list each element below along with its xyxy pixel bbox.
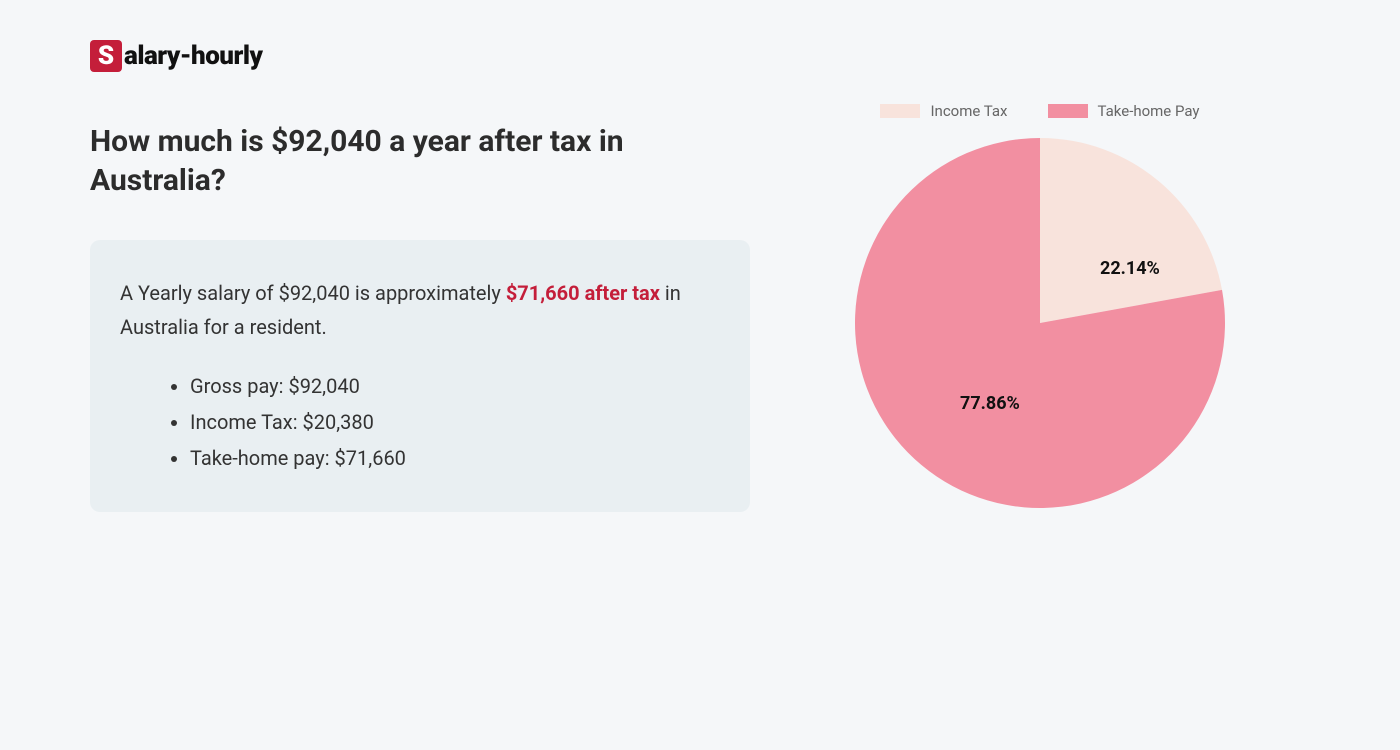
legend-swatch-icon — [1048, 104, 1088, 118]
summary-highlight: $71,660 after tax — [506, 281, 660, 305]
bullet-list: Gross pay: $92,040 Income Tax: $20,380 T… — [120, 368, 720, 476]
legend-label: Income Tax — [930, 102, 1007, 120]
chart-legend: Income Tax Take-home Pay — [880, 102, 1199, 120]
list-item: Gross pay: $92,040 — [190, 368, 720, 404]
logo: S alary-hourly — [90, 40, 1310, 72]
legend-swatch-icon — [880, 104, 920, 118]
pie-chart: 22.14% 77.86% — [855, 138, 1225, 508]
chart-column: Income Tax Take-home Pay 22.14% 77.86% — [830, 102, 1250, 508]
legend-item-take-home: Take-home Pay — [1048, 102, 1200, 120]
pie-slice-label: 77.86% — [960, 393, 1020, 414]
legend-label: Take-home Pay — [1098, 102, 1200, 120]
legend-item-income-tax: Income Tax — [880, 102, 1007, 120]
logo-badge-icon: S — [90, 40, 122, 72]
summary-prefix: A Yearly salary of $92,040 is approximat… — [120, 281, 506, 305]
left-column: How much is $92,040 a year after tax in … — [90, 122, 750, 512]
list-item: Income Tax: $20,380 — [190, 404, 720, 440]
list-item: Take-home pay: $71,660 — [190, 440, 720, 476]
logo-text: alary-hourly — [124, 41, 262, 71]
summary-box: A Yearly salary of $92,040 is approximat… — [90, 240, 750, 512]
content-row: How much is $92,040 a year after tax in … — [90, 122, 1310, 512]
summary-text: A Yearly salary of $92,040 is approximat… — [120, 276, 720, 344]
page-title: How much is $92,040 a year after tax in … — [90, 122, 750, 200]
pie-slice-label: 22.14% — [1100, 258, 1160, 279]
pie-svg-icon — [855, 138, 1225, 508]
